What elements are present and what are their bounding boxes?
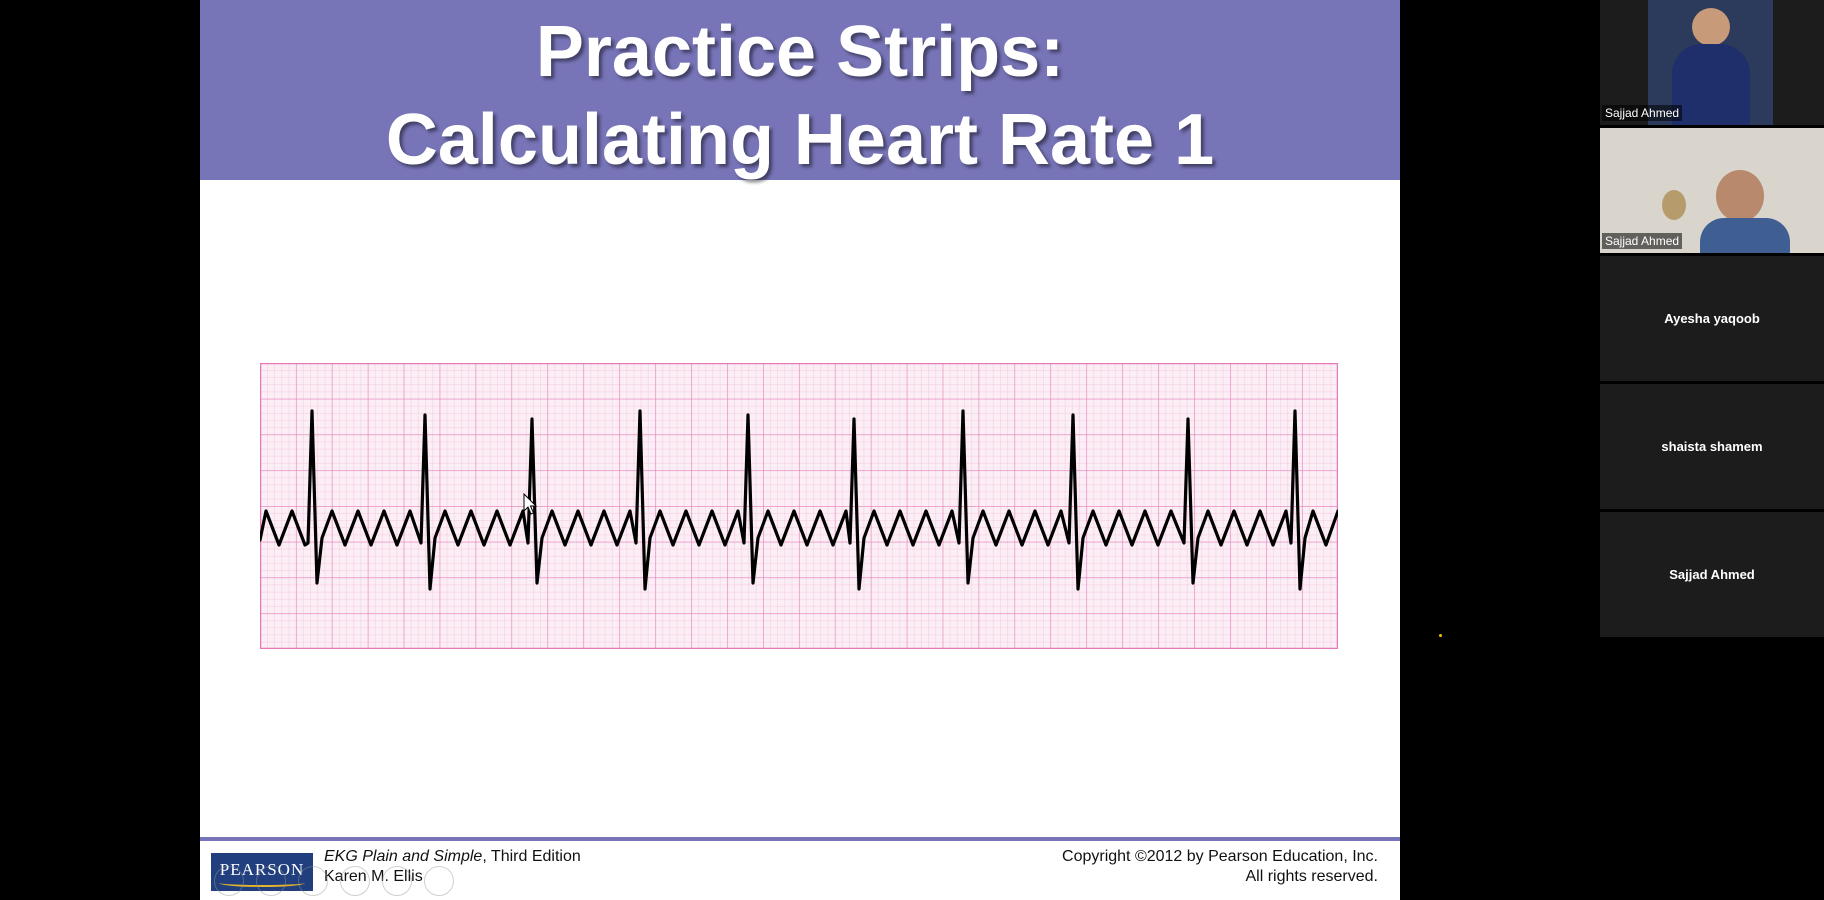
participant-name-2: Sajjad Ahmed [1602, 233, 1683, 249]
slide-overview-button[interactable] [340, 866, 370, 896]
book-title: EKG Plain and Simple [324, 848, 483, 865]
slide-title-line-2: Calculating Heart Rate 1 [385, 100, 1215, 180]
participant-suit [1672, 44, 1750, 125]
participant-name-3: Ayesha yaqoob [1664, 311, 1760, 326]
slideshow-controls [214, 866, 454, 896]
participant-name-4: shaista shamem [1661, 439, 1763, 454]
book-edition: , Third Edition [482, 848, 581, 865]
copyright-line-2: All rights reserved. [1245, 868, 1379, 885]
participant-video-1 [1648, 0, 1773, 125]
participant-name-1: Sajjad Ahmed [1602, 105, 1683, 121]
participant-shirt [1700, 218, 1790, 253]
participant-tile-3[interactable]: Ayesha yaqoob [1600, 256, 1824, 381]
ecg-grid [260, 363, 1338, 649]
pointer-dot [1439, 634, 1442, 637]
footer-divider [200, 837, 1400, 841]
ecg-strip [260, 363, 1338, 649]
next-slide-button[interactable] [256, 866, 286, 896]
participant-tile-2[interactable]: Sajjad Ahmed [1600, 128, 1824, 253]
participant-face [1692, 8, 1730, 46]
previous-slide-button[interactable] [214, 866, 244, 896]
participant-tile-4[interactable]: shaista shamem [1600, 384, 1824, 509]
participant-name-5: Sajjad Ahmed [1669, 567, 1755, 582]
participant-face [1716, 170, 1764, 222]
ecg-border [260, 363, 1338, 649]
participant-tile-5[interactable]: Sajjad Ahmed [1600, 512, 1824, 637]
participant-tile-1[interactable]: Sajjad Ahmed [1600, 0, 1824, 125]
copyright-notice: Copyright ©2012 by Pearson Education, In… [1062, 847, 1378, 887]
slide-title-line-1: Practice Strips: [535, 12, 1065, 92]
participant-video-2 [1600, 128, 1824, 253]
wall-plate [1662, 190, 1686, 220]
more-options-button[interactable] [424, 866, 454, 896]
title-band: Practice Strips: Calculating Heart Rate … [200, 0, 1400, 180]
copyright-line-1: Copyright ©2012 by Pearson Education, In… [1062, 848, 1378, 865]
presentation-slide: Practice Strips: Calculating Heart Rate … [200, 0, 1400, 900]
zoom-button[interactable] [382, 866, 412, 896]
pen-tool-button[interactable] [298, 866, 328, 896]
mouse-pointer-icon [523, 493, 538, 515]
slide-title: Practice Strips: Calculating Heart Rate … [200, 8, 1400, 184]
ecg-trace [260, 409, 1338, 591]
